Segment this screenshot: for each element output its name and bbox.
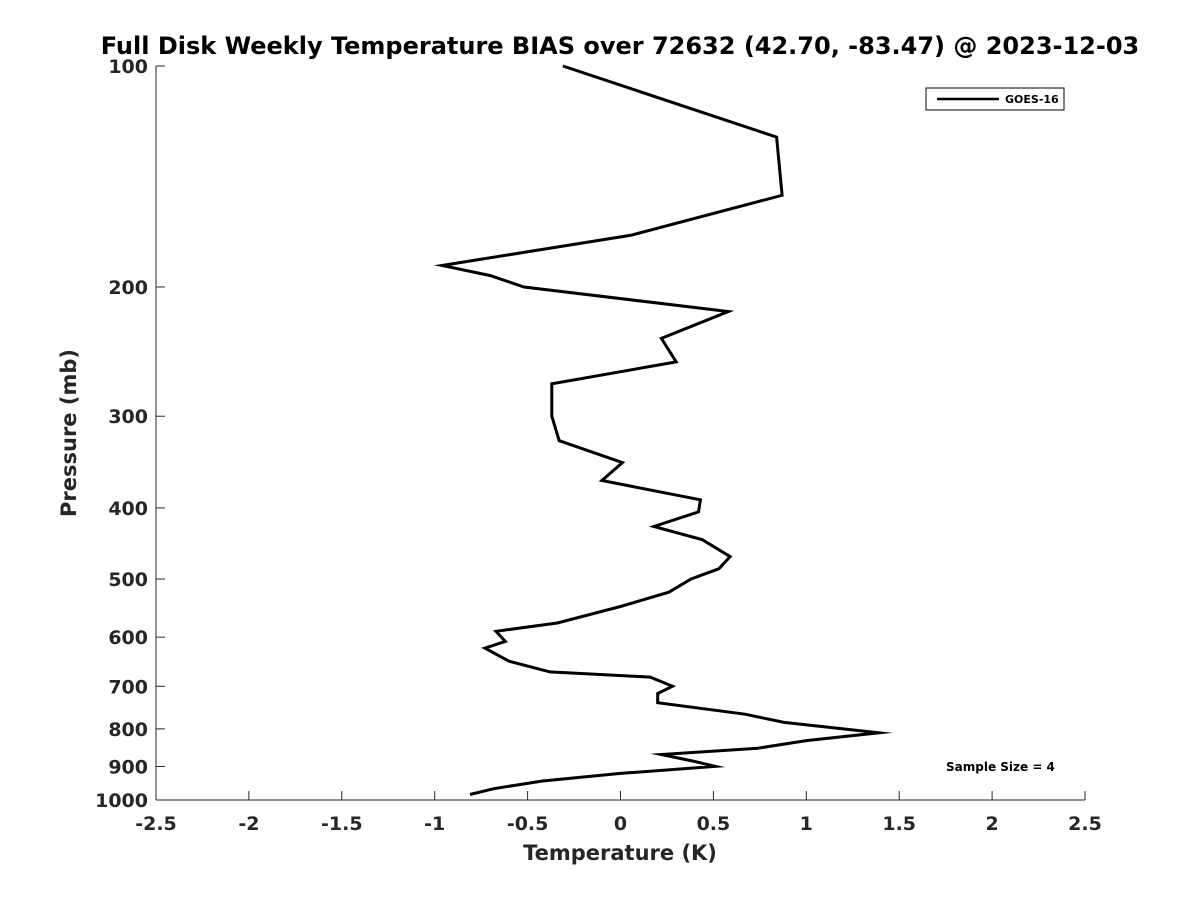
series-layer — [433, 64, 893, 796]
x-tick-label: 2.5 — [1068, 813, 1102, 835]
x-tick-label: 1 — [800, 813, 813, 835]
y-ticks: 100 200 300 400 500 600 700 800 900 1000 — [95, 56, 165, 812]
x-tick-label: 0.5 — [697, 813, 731, 835]
y-tick-label: 500 — [108, 569, 148, 591]
y-axis-label: Pressure (mb) — [57, 349, 81, 517]
sample-size-annotation: Sample Size = 4 — [946, 760, 1055, 774]
y-tick-label: 700 — [108, 676, 148, 698]
plot-area — [156, 66, 1085, 800]
x-tick-label: 0 — [614, 813, 627, 835]
x-tick-label: -2 — [238, 813, 259, 835]
y-tick-label: 900 — [108, 756, 148, 778]
y-tick-label: 200 — [108, 277, 148, 299]
x-axis-label: Temperature (K) — [523, 841, 717, 865]
y-tick-label: 400 — [108, 498, 148, 520]
y-tick-label: 100 — [108, 56, 148, 78]
series-line-goes-16 — [433, 64, 893, 796]
x-tick-label: -1 — [424, 813, 445, 835]
x-tick-label: -0.5 — [507, 813, 549, 835]
x-tick-label: -1.5 — [321, 813, 363, 835]
y-tick-label: 1000 — [95, 790, 148, 812]
y-tick-label: 300 — [108, 406, 148, 428]
x-ticks: -2.5 -2 -1.5 -1 -0.5 0 0.5 1 1.5 2 2.5 — [135, 791, 1102, 835]
y-tick-label: 600 — [108, 627, 148, 649]
x-tick-label: 2 — [985, 813, 998, 835]
legend-label-goes-16: GOES-16 — [1005, 93, 1059, 106]
x-tick-label: 1.5 — [882, 813, 916, 835]
y-tick-label: 800 — [108, 719, 148, 741]
chart-title: Full Disk Weekly Temperature BIAS over 7… — [101, 32, 1140, 60]
legend: GOES-16 — [925, 87, 1065, 111]
x-tick-label: -2.5 — [135, 813, 177, 835]
